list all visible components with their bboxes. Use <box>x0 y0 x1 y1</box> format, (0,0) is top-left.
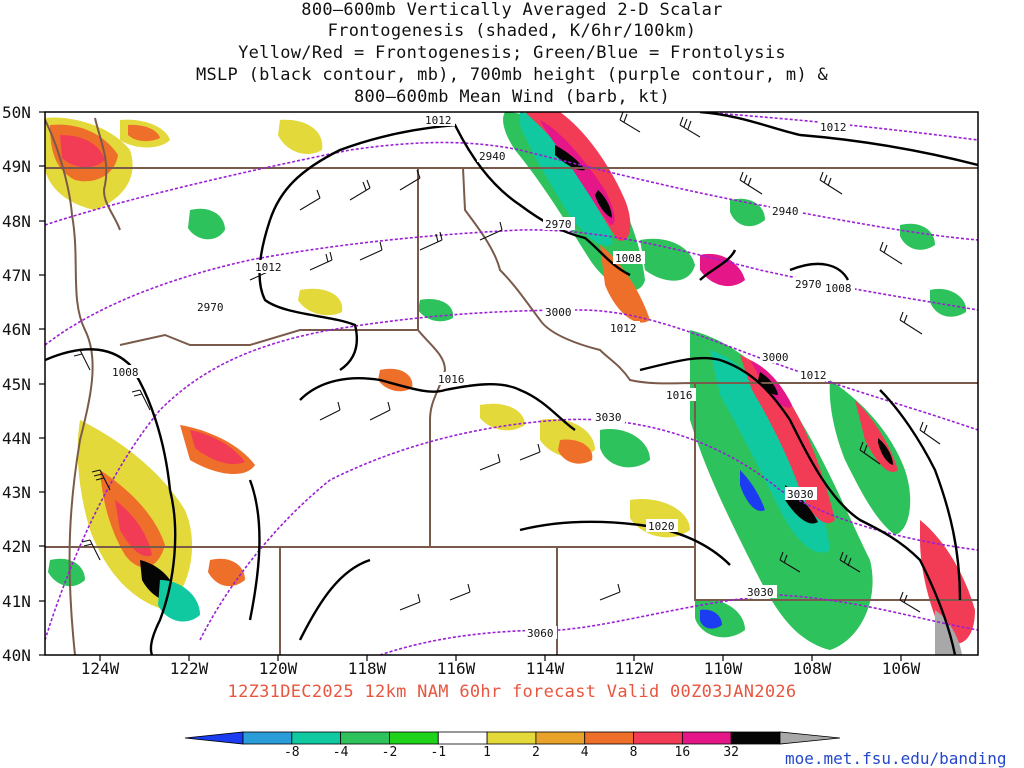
height-label: 3030 <box>787 488 814 501</box>
lon-label: 116W <box>426 659 486 678</box>
lon-label: 120W <box>248 659 308 678</box>
colorbar-segment <box>243 732 292 744</box>
lat-label: 40N <box>2 646 31 665</box>
colorbar-tick-label: -4 <box>326 745 356 760</box>
colorbar-tick-label: 16 <box>667 745 697 760</box>
height-label: 2940 <box>772 205 799 218</box>
colorbar-segment <box>487 732 536 744</box>
colorbar-segment <box>634 732 683 744</box>
colorbar-segment <box>438 732 487 744</box>
mslp-label: 1012 <box>800 369 827 382</box>
height-label: 3060 <box>527 627 554 640</box>
lat-label: 42N <box>2 537 31 556</box>
lat-label: 46N <box>2 320 31 339</box>
height-label: 3030 <box>595 411 622 424</box>
height-label: 3000 <box>545 306 572 319</box>
colorbar-end-high <box>780 732 840 744</box>
lon-label: 124W <box>70 659 130 678</box>
lat-label: 49N <box>2 157 31 176</box>
mslp-label: 1008 <box>825 282 852 295</box>
lat-label: 47N <box>2 266 31 285</box>
colorbar-segment <box>682 732 731 744</box>
mslp-label: 1012 <box>255 261 282 274</box>
lon-ticks <box>100 655 901 661</box>
mslp-label: 1016 <box>666 389 693 402</box>
height-label: 3030 <box>747 586 774 599</box>
colorbar-tick-label: 32 <box>716 745 746 760</box>
colorbar-segment <box>292 732 341 744</box>
colorbar-tick-label: 1 <box>472 745 502 760</box>
colorbar-end-low <box>185 732 243 744</box>
mslp-label: 1012 <box>820 121 847 134</box>
colorbar-segment <box>389 732 438 744</box>
valid-time-line: 12Z31DEC2025 12km NAM 60hr forecast Vali… <box>0 682 1024 702</box>
lon-label: 112W <box>604 659 664 678</box>
colorbar <box>185 732 840 744</box>
lon-label: 106W <box>871 659 931 678</box>
mslp-label: 1012 <box>425 114 452 127</box>
lat-label: 44N <box>2 429 31 448</box>
lat-label: 45N <box>2 375 31 394</box>
mslp-label: 1016 <box>438 373 465 386</box>
colorbar-segment <box>585 732 634 744</box>
colorbar-tick-label: -1 <box>423 745 453 760</box>
lon-label: 108W <box>782 659 842 678</box>
lon-label: 110W <box>693 659 753 678</box>
lat-label: 50N <box>2 103 31 122</box>
colorbar-tick-label: -2 <box>374 745 404 760</box>
colorbar-tick-label: 2 <box>521 745 551 760</box>
lat-label: 43N <box>2 483 31 502</box>
colorbar-segment <box>341 732 390 744</box>
colorbar-segment <box>731 732 780 744</box>
height-label: 3000 <box>762 351 789 364</box>
height-label: 2970 <box>545 218 572 231</box>
lat-ticks <box>39 112 45 655</box>
footer-url[interactable]: moe.met.fsu.edu/banding <box>785 749 1007 768</box>
colorbar-tick-label: -8 <box>277 745 307 760</box>
lon-label: 114W <box>515 659 575 678</box>
lat-label: 48N <box>2 212 31 231</box>
mslp-label: 1008 <box>112 366 139 379</box>
mslp-label: 1020 <box>648 520 675 533</box>
height-label: 2970 <box>795 278 822 291</box>
lon-label: 118W <box>337 659 397 678</box>
colorbar-tick-label: 4 <box>570 745 600 760</box>
colorbar-tick-label: 8 <box>619 745 649 760</box>
height-label: 2940 <box>479 150 506 163</box>
lat-label: 41N <box>2 592 31 611</box>
mslp-label: 1008 <box>615 252 642 265</box>
mslp-label: 1012 <box>610 322 637 335</box>
lon-label: 122W <box>159 659 219 678</box>
height-label: 2970 <box>197 301 224 314</box>
colorbar-segment <box>536 732 585 744</box>
